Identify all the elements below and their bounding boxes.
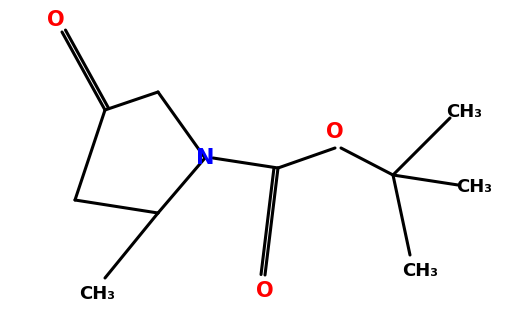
Text: O: O <box>47 10 65 30</box>
Text: O: O <box>326 122 344 142</box>
Text: CH₃: CH₃ <box>402 262 438 280</box>
Text: O: O <box>256 281 274 301</box>
Text: CH₃: CH₃ <box>456 178 492 196</box>
Text: CH₃: CH₃ <box>446 103 482 121</box>
Text: N: N <box>196 148 214 168</box>
Text: CH₃: CH₃ <box>79 285 115 303</box>
